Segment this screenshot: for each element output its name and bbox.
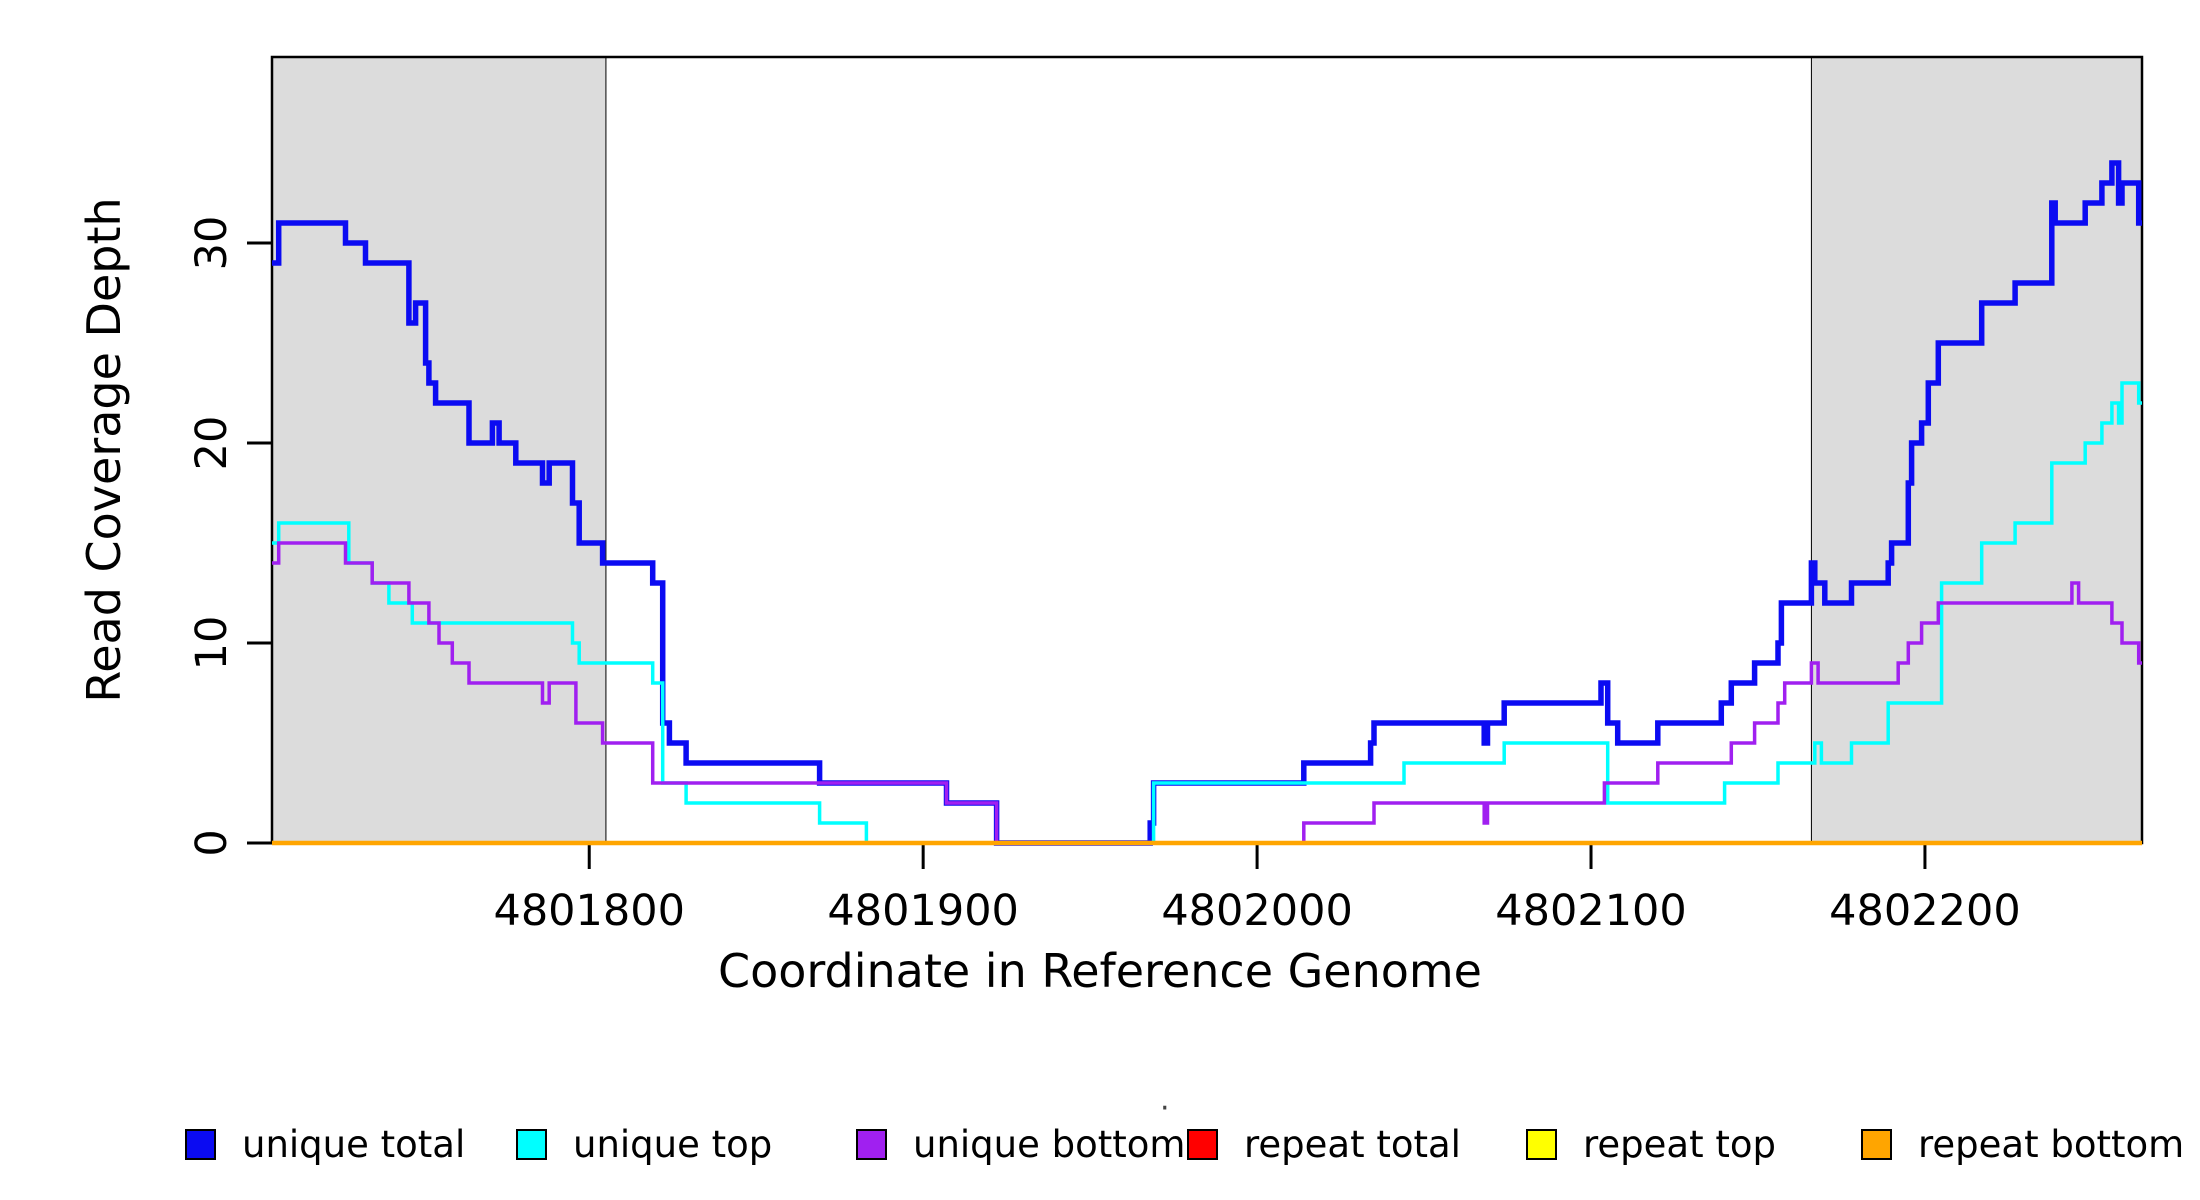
unique-bottom-swatch-icon (856, 1128, 887, 1160)
y-tick-label: 30 (187, 215, 237, 271)
y-axis-title: Read Coverage Depth (77, 197, 131, 703)
legend-label: unique bottom (913, 1122, 1186, 1166)
legend-item-repeat-bottom: repeat bottom (1861, 1122, 2185, 1166)
legend-item-repeat-total: repeat total (1187, 1122, 1461, 1166)
legend-item-unique-bottom: unique bottom (856, 1122, 1186, 1166)
legend-label: repeat bottom (1918, 1122, 2185, 1166)
x-tick-label: 4801800 (493, 886, 685, 936)
repeat-total-swatch-icon (1187, 1128, 1218, 1160)
legend-label: repeat top (1583, 1122, 1776, 1166)
y-tick-label: 0 (187, 829, 237, 857)
x-tick-label: 4802100 (1495, 886, 1687, 936)
x-tick-label: 4801900 (827, 886, 1019, 936)
unique-total-swatch-icon (185, 1128, 216, 1160)
legend-item-unique-top: unique top (516, 1122, 773, 1166)
stray-dot-artifact: · (1160, 1091, 1170, 1126)
x-tick-label: 4802000 (1161, 886, 1353, 936)
unique-top-swatch-icon (516, 1128, 547, 1160)
y-tick-label: 10 (187, 615, 237, 671)
legend-item-unique-total: unique total (185, 1122, 466, 1166)
y-tick-label: 20 (187, 415, 237, 471)
x-tick-label: 4802200 (1829, 886, 2021, 936)
repeat-bottom-swatch-icon (1861, 1128, 1892, 1160)
legend-label: unique total (242, 1122, 466, 1166)
plot-legend: unique total unique top unique bottom re… (0, 1122, 2200, 1170)
legend-label: unique top (573, 1122, 773, 1166)
repeat-top-swatch-icon (1526, 1128, 1557, 1160)
x-axis-title: Coordinate in Reference Genome (718, 944, 1482, 998)
legend-item-repeat-top: repeat top (1526, 1122, 1776, 1166)
legend-label: repeat total (1244, 1122, 1461, 1166)
